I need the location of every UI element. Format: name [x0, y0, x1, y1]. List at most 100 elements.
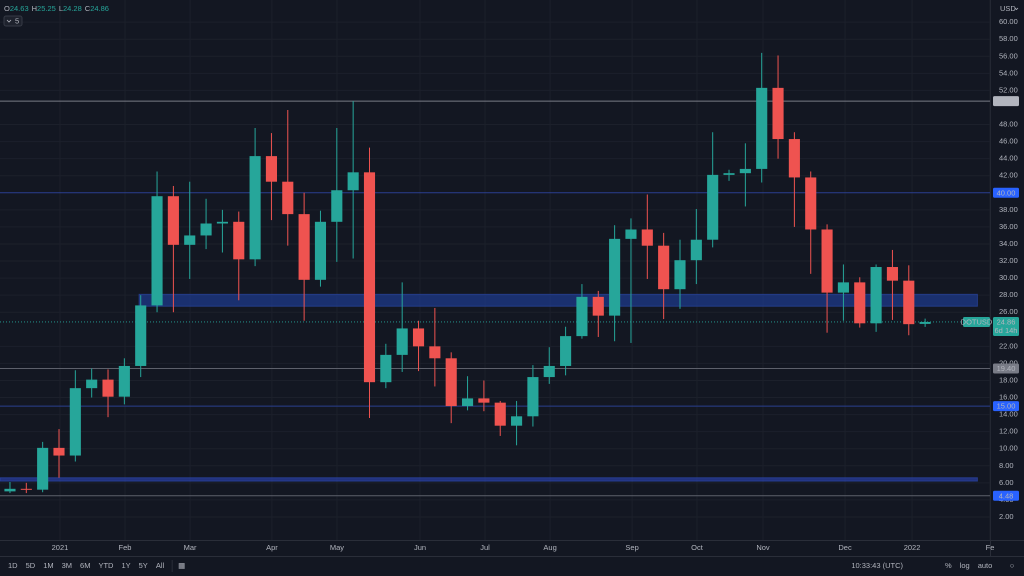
clock: 10:33:43 (UTC) — [851, 561, 903, 570]
candle-body — [363, 172, 376, 383]
candle-body — [854, 282, 866, 324]
candle-body — [756, 87, 768, 169]
candle-body — [723, 173, 735, 175]
candle-body — [592, 296, 604, 316]
y-tick-label: 52.00 — [999, 85, 1018, 94]
y-tick-label: 28.00 — [999, 290, 1018, 299]
level-tag — [993, 490, 1019, 501]
level-tag — [993, 401, 1019, 412]
candle-body — [347, 172, 359, 191]
y-tick-label: 8.00 — [999, 461, 1014, 470]
y-tick-label: 18.00 — [999, 375, 1018, 384]
y-tick-label: 14.00 — [999, 410, 1018, 419]
date-range-icon[interactable]: ▦ — [178, 561, 185, 570]
scale-option[interactable]: auto — [978, 561, 993, 570]
candle-body — [135, 305, 147, 366]
level-label: 15.00 — [997, 402, 1016, 411]
ohlc-label: H — [32, 4, 37, 13]
range-button[interactable]: YTD — [98, 561, 114, 570]
candle-body — [625, 229, 637, 239]
symbol-label: DOTUSD — [961, 317, 993, 326]
x-tick-label: Sep — [625, 543, 638, 552]
y-tick-label: 54.00 — [999, 68, 1018, 77]
y-tick-label: 34.00 — [999, 239, 1018, 248]
candle-body — [609, 238, 621, 316]
x-tick-label: Mar — [184, 543, 197, 552]
candle-body — [707, 174, 719, 240]
x-tick-label: Nov — [756, 543, 770, 552]
x-tick-label: Jul — [480, 543, 490, 552]
range-button[interactable]: 1Y — [121, 561, 130, 570]
candle-body — [543, 365, 555, 378]
currency-chevron — [1014, 7, 1019, 11]
range-button[interactable]: All — [156, 561, 165, 570]
candle-body — [494, 402, 506, 426]
candle-body — [886, 267, 898, 281]
range-button[interactable]: 5Y — [139, 561, 148, 570]
candle-body — [53, 447, 65, 456]
candle-body — [527, 377, 539, 417]
candle-body — [674, 260, 686, 290]
x-tick-label: Feb — [119, 543, 132, 552]
candle-body — [903, 280, 915, 325]
y-tick-label: 48.00 — [999, 120, 1018, 129]
candle-body — [233, 221, 245, 260]
ui: 5 USD ○ 2.004.006.008.0010.0012.0014.001… — [3, 4, 1019, 572]
range-button[interactable]: 3M — [62, 561, 72, 570]
level-label: 4.48 — [999, 491, 1014, 500]
ohlc-label: C — [85, 4, 91, 13]
ohlc-value: 24.86 — [90, 4, 109, 13]
y-tick-label: 58.00 — [999, 34, 1018, 43]
candle-body — [445, 358, 457, 407]
candle-body — [69, 388, 81, 456]
level-tag — [993, 187, 1019, 198]
candle-body — [560, 336, 572, 366]
candle-body — [412, 328, 425, 347]
y-tick-label: 60.00 — [999, 17, 1018, 26]
chevron-icon — [6, 19, 12, 23]
y-tick-label: 32.00 — [999, 256, 1018, 265]
x-tick-label: Fe — [986, 543, 995, 552]
candle-body — [282, 181, 294, 215]
candle-body — [919, 321, 931, 324]
candle-body — [511, 416, 523, 426]
zone — [0, 477, 978, 482]
candle-body — [167, 196, 179, 245]
interval-badge[interactable]: 5 — [15, 16, 19, 25]
candle-body — [870, 267, 882, 324]
ohlc-value: 25.25 — [37, 4, 56, 13]
range-button[interactable]: 5D — [26, 561, 36, 570]
candle-body — [151, 196, 163, 306]
y-tick-label: 56.00 — [999, 51, 1018, 60]
candle-body — [37, 447, 49, 490]
candle-body — [200, 223, 212, 236]
y-tick-label: 26.00 — [999, 307, 1018, 316]
interval-badge-box[interactable] — [3, 15, 23, 27]
currency[interactable]: USD — [1000, 4, 1016, 13]
candle-body — [821, 229, 833, 293]
x-tick-label: May — [330, 543, 344, 552]
candle-body — [396, 328, 408, 355]
scale-option[interactable]: log — [960, 561, 970, 570]
scale-option[interactable]: % — [945, 561, 952, 570]
symbol-tag — [963, 316, 990, 327]
last-price-tag — [993, 316, 1019, 336]
candle-body — [118, 365, 130, 397]
ohlc-label: O — [4, 4, 10, 13]
zones — [0, 293, 978, 482]
candle-body — [641, 229, 653, 246]
ohlc-value: 24.63 — [10, 4, 29, 13]
level-label: 40.00 — [997, 188, 1016, 197]
settings-icon[interactable]: ○ — [1010, 561, 1015, 570]
candle-body — [20, 488, 32, 490]
x-tick-label: Apr — [266, 543, 278, 552]
x-tick-label: Aug — [543, 543, 556, 552]
y-tick-label: 22.00 — [999, 341, 1018, 350]
countdown-label: 6d 14h — [995, 326, 1018, 335]
range-button[interactable]: 1D — [8, 561, 18, 570]
y-tick-label: 44.00 — [999, 154, 1018, 163]
range-button[interactable]: 1M — [43, 561, 53, 570]
range-button[interactable]: 6M — [80, 561, 90, 570]
level-tag — [993, 96, 1019, 107]
